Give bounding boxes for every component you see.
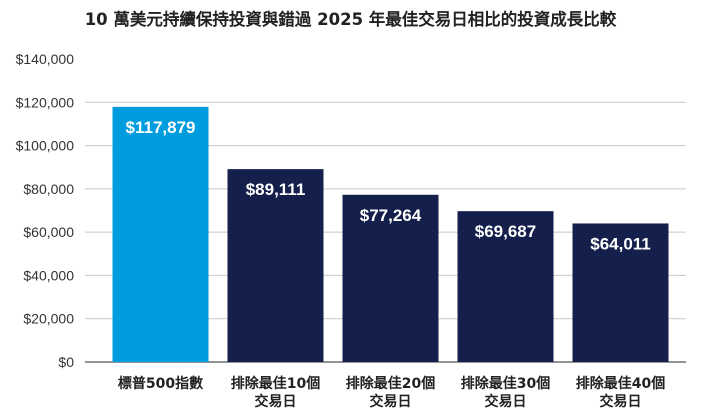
- y-tick-label: $80,000: [23, 181, 74, 197]
- category-label: 排除最佳30個交易日: [461, 375, 550, 410]
- data-labels: $117,879 $89,111 $77,264 $69,687 $64,011: [126, 118, 651, 254]
- data-label: $64,011: [590, 234, 651, 253]
- y-tick-label: $0: [58, 354, 74, 370]
- y-tick-label: $100,000: [16, 138, 75, 154]
- data-label: $77,264: [360, 206, 422, 225]
- bar: [112, 106, 209, 363]
- y-tick-label: $60,000: [23, 224, 74, 240]
- x-axis-category-labels: 標普500指數 排除最佳10個交易日排除最佳20個交易日排除最佳30個交易日排除最…: [118, 375, 665, 410]
- bar: [457, 211, 554, 362]
- category-label: 標普500指數: [118, 375, 203, 392]
- y-tick-label: $40,000: [23, 267, 74, 283]
- category-label: 排除最佳40個交易日: [576, 375, 665, 410]
- category-label: 排除最佳20個交易日: [346, 375, 435, 410]
- bar: [342, 194, 439, 362]
- y-tick-label: $20,000: [23, 311, 74, 327]
- y-tick-label: $120,000: [16, 94, 75, 110]
- bar: [572, 223, 669, 362]
- data-label: $117,879: [126, 118, 196, 137]
- chart-title: 10 萬美元持續保持投資與錯過 2025 年最佳交易日相比的投資成長比較: [84, 10, 617, 29]
- y-axis-tick-labels: $0 $20,000 $40,000 $60,000 $80,000 $100,000 $1…: [16, 51, 75, 370]
- bar: [227, 169, 324, 362]
- data-label: $69,687: [475, 222, 536, 241]
- bars: [112, 106, 669, 363]
- y-tick-label: $140,000: [16, 51, 75, 67]
- data-label: $89,111: [246, 180, 306, 199]
- category-label: 排除最佳10個交易日: [231, 375, 320, 410]
